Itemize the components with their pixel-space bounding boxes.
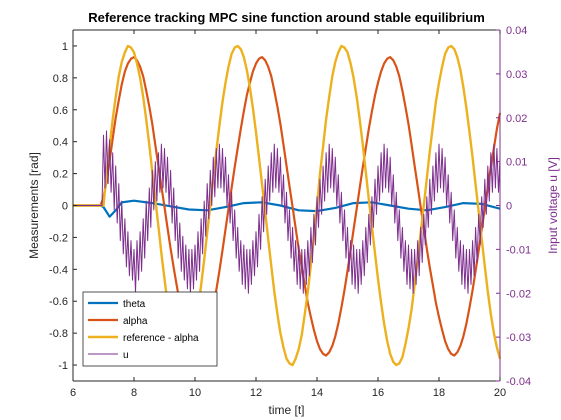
series-line-reference-alpha <box>73 44 502 367</box>
y-tick-label-left: 0.2 <box>53 169 68 181</box>
y-tick-label-left: -0.2 <box>49 232 68 244</box>
y-tick-label-right: 0.04 <box>506 25 527 37</box>
legend-entry: alpha <box>123 316 148 327</box>
y-axis-label-right: Input voltage u [V] <box>546 157 560 254</box>
y-tick-label-left: -0.6 <box>49 296 68 308</box>
x-tick-label: 10 <box>189 387 201 399</box>
y-tick-label-left: 0.6 <box>53 105 68 117</box>
y-tick-label-right: -0.02 <box>506 288 531 300</box>
y-tick-label-right: -0.01 <box>506 244 531 256</box>
y-tick-label-right: 0 <box>506 201 512 213</box>
y-tick-label-right: -0.03 <box>506 332 531 344</box>
x-tick-label: 8 <box>131 387 137 399</box>
y-tick-label-left: 0 <box>62 201 68 213</box>
chart-title: Reference tracking MPC sine function aro… <box>88 10 485 25</box>
x-axis-label: time [t] <box>268 403 304 417</box>
x-tick-label: 14 <box>311 387 323 399</box>
y-tick-label-left: 1 <box>62 41 68 53</box>
legend-entry: u <box>123 350 129 361</box>
y-tick-label-right: -0.04 <box>506 376 531 388</box>
x-tick-label: 20 <box>494 387 506 399</box>
legend-entry: reference - alpha <box>123 333 199 344</box>
series-line-u <box>73 130 501 294</box>
legend: theta alpha reference - alpha u <box>82 291 218 367</box>
x-tick-label: 12 <box>250 387 262 399</box>
y-tick-label-left: -0.8 <box>49 328 68 340</box>
y-tick-label-left: 0.4 <box>53 137 68 149</box>
y-tick-label-right: 0.01 <box>506 157 527 169</box>
y-tick-label-left: -0.4 <box>49 264 68 276</box>
legend-entry: theta <box>123 299 146 310</box>
x-tick-label: 18 <box>433 387 445 399</box>
axes: 6 8 10 12 14 16 18 20-1-0.8-0.6-0.4-0.200.20.40… <box>49 25 531 399</box>
x-tick-label: 6 <box>70 387 76 399</box>
y-tick-label-left: -1 <box>58 360 68 372</box>
y-tick-label-left: 0.8 <box>53 73 68 85</box>
y-tick-label-right: 0.02 <box>506 113 527 125</box>
y-axis-label-left: Measurements [rad] <box>27 152 41 259</box>
x-tick-label: 16 <box>372 387 384 399</box>
plot-area <box>73 44 502 367</box>
y-tick-label-right: 0.03 <box>506 69 527 81</box>
